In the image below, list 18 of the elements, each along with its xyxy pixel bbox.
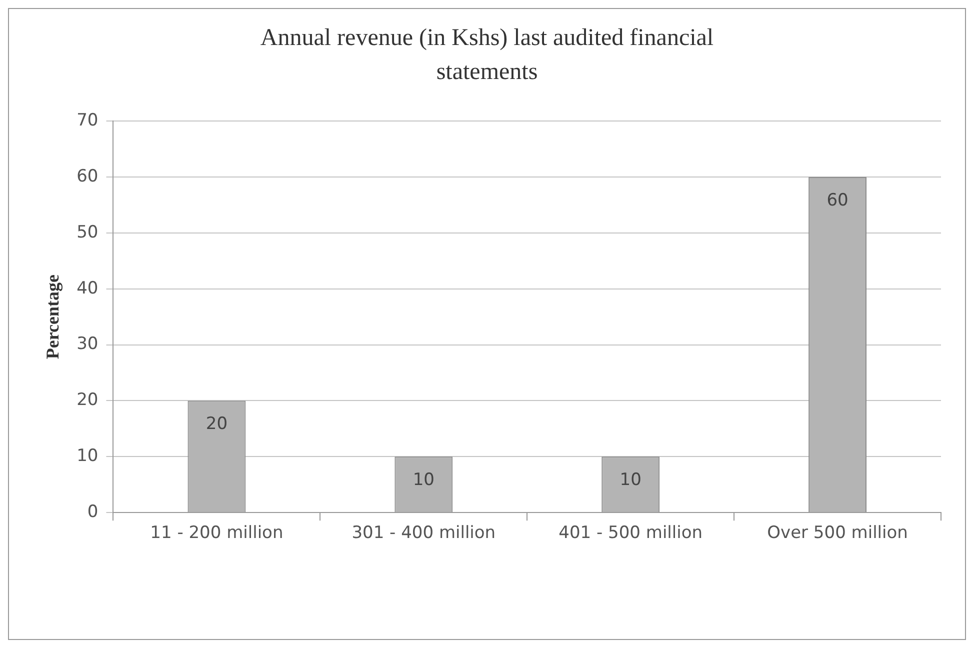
x-tick-label: 11 - 200 million <box>150 523 284 544</box>
data-label: 20 <box>206 414 228 434</box>
x-tick-label: Over 500 million <box>767 523 908 544</box>
y-tick-label: 0 <box>87 502 98 522</box>
y-tick-label: 70 <box>76 110 98 130</box>
data-label: 60 <box>826 190 848 210</box>
y-tick-label: 20 <box>76 390 98 410</box>
chart-title: Annual revenue (in Kshs) last audited financial statements <box>259 24 715 87</box>
x-tick-label: 301 - 400 million <box>352 523 496 544</box>
y-tick-label: 30 <box>76 334 98 354</box>
y-tick-label: 10 <box>76 446 98 466</box>
y-tick-label: 50 <box>76 222 98 242</box>
y-tick-label: 60 <box>76 166 98 186</box>
y-tick-label: 40 <box>76 278 98 298</box>
data-label: 10 <box>620 470 642 490</box>
x-tick-label: 401 - 500 million <box>558 523 703 544</box>
y-axis-title: Percentage <box>42 274 62 360</box>
data-label: 10 <box>412 470 434 490</box>
